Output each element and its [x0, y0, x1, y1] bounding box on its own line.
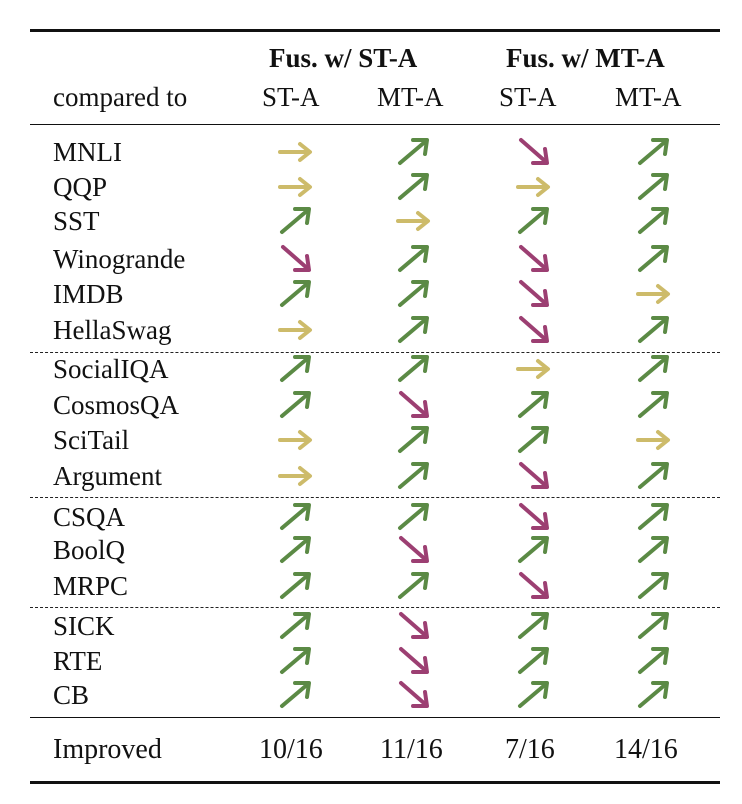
- task-label: BoolQ: [53, 535, 126, 565]
- trend-arrow-up-icon: [638, 462, 669, 489]
- improved-count: 10/16: [259, 734, 323, 765]
- trend-arrow-up-icon: [638, 391, 669, 418]
- task-label: MNLI: [53, 137, 122, 167]
- trend-arrow-up-icon: [638, 355, 669, 382]
- trend-arrow-right-icon: [278, 142, 312, 162]
- task-label: MRPC: [53, 571, 129, 601]
- trend-arrow-right-icon: [636, 284, 670, 304]
- group-header-fus-mt-a: Fus. w/ MT-A: [506, 43, 665, 73]
- trend-arrow-up-icon: [518, 426, 549, 453]
- bottom-rule: [30, 781, 720, 784]
- trend-arrow-down-icon: [519, 462, 549, 489]
- trend-arrow-up-icon: [638, 138, 669, 165]
- subcolumn-header: MT-A: [615, 82, 682, 112]
- trend-arrow-up-icon: [398, 245, 429, 272]
- improved-count: 7/16: [505, 734, 555, 765]
- trend-arrow-up-icon: [518, 391, 549, 418]
- trend-arrow-up-icon: [280, 280, 311, 307]
- trend-arrow-right-icon: [636, 430, 670, 450]
- trend-arrow-up-icon: [398, 316, 429, 343]
- trend-arrow-up-icon: [518, 207, 549, 234]
- trend-arrow-up-icon: [398, 173, 429, 200]
- task-label: HellaSwag: [53, 315, 172, 345]
- trend-arrow-up-icon: [518, 647, 549, 674]
- task-label: QQP: [53, 172, 108, 202]
- trend-arrow-down-icon: [519, 316, 549, 343]
- task-label: IMDB: [53, 279, 124, 309]
- trend-arrow-up-icon: [280, 536, 311, 563]
- trend-arrow-up-icon: [398, 462, 429, 489]
- task-label: SciTail: [53, 425, 130, 455]
- improved-count: 14/16: [614, 734, 678, 765]
- task-label: Winogrande: [53, 244, 186, 274]
- group-divider: [30, 607, 720, 608]
- trend-arrow-down-icon: [399, 612, 429, 639]
- trend-arrow-up-icon: [638, 572, 669, 599]
- group-divider: [30, 352, 720, 353]
- footer-rule: [30, 717, 720, 719]
- task-label: SICK: [53, 611, 115, 641]
- trend-arrow-down-icon: [399, 391, 429, 418]
- footer-label: Improved: [53, 734, 162, 765]
- trend-arrow-down-icon: [519, 138, 549, 165]
- subcolumn-header: MT-A: [377, 82, 444, 112]
- trend-arrow-up-icon: [638, 681, 669, 708]
- trend-arrow-up-icon: [280, 681, 311, 708]
- trend-arrow-down-icon: [519, 503, 549, 530]
- header-rule: [30, 124, 720, 126]
- trend-arrow-up-icon: [398, 426, 429, 453]
- trend-arrow-up-icon: [518, 612, 549, 639]
- trend-arrow-down-icon: [281, 245, 311, 272]
- top-rule: [30, 29, 720, 32]
- trend-arrow-up-icon: [398, 138, 429, 165]
- trend-arrow-up-icon: [398, 503, 429, 530]
- trend-arrow-up-icon: [518, 681, 549, 708]
- task-label: RTE: [53, 646, 103, 676]
- improved-count: 11/16: [380, 734, 443, 765]
- trend-arrow-down-icon: [399, 681, 429, 708]
- trend-arrow-up-icon: [638, 316, 669, 343]
- subcolumn-header: ST-A: [262, 82, 320, 112]
- trend-arrow-right-icon: [278, 177, 312, 197]
- trend-arrow-down-icon: [519, 245, 549, 272]
- trend-arrow-up-icon: [638, 503, 669, 530]
- task-label: CosmosQA: [53, 390, 180, 420]
- trend-arrow-right-icon: [396, 211, 430, 231]
- group-header-fus-st-a: Fus. w/ ST-A: [269, 43, 418, 73]
- trend-arrow-up-icon: [638, 536, 669, 563]
- trend-arrow-up-icon: [638, 612, 669, 639]
- task-label: Argument: [53, 461, 162, 491]
- task-label: CB: [53, 680, 90, 710]
- trend-arrow-up-icon: [280, 572, 311, 599]
- trend-arrow-down-icon: [519, 572, 549, 599]
- trend-arrow-up-icon: [280, 207, 311, 234]
- trend-arrow-up-icon: [638, 647, 669, 674]
- subcolumn-header: ST-A: [499, 82, 557, 112]
- trend-arrow-down-icon: [399, 647, 429, 674]
- trend-arrow-down-icon: [519, 280, 549, 307]
- task-label: SST: [53, 206, 100, 236]
- trend-arrow-up-icon: [398, 355, 429, 382]
- trend-arrow-up-icon: [280, 355, 311, 382]
- trend-arrow-right-icon: [516, 177, 550, 197]
- task-label: CSQA: [53, 502, 126, 532]
- trend-arrow-right-icon: [516, 359, 550, 379]
- trend-arrow-up-icon: [518, 536, 549, 563]
- trend-arrow-up-icon: [280, 391, 311, 418]
- task-label: SocialIQA: [53, 354, 169, 384]
- trend-arrow-right-icon: [278, 320, 312, 340]
- trend-arrow-down-icon: [399, 536, 429, 563]
- group-divider: [30, 497, 720, 498]
- trend-arrow-up-icon: [398, 572, 429, 599]
- trend-arrow-up-icon: [280, 503, 311, 530]
- trend-arrow-up-icon: [638, 173, 669, 200]
- row-label-header: compared to: [53, 82, 188, 112]
- trend-arrow-up-icon: [398, 280, 429, 307]
- trend-arrow-right-icon: [278, 466, 312, 486]
- trend-arrow-right-icon: [278, 430, 312, 450]
- trend-arrow-up-icon: [280, 647, 311, 674]
- trend-arrow-up-icon: [638, 207, 669, 234]
- trend-arrow-up-icon: [638, 245, 669, 272]
- trend-arrow-up-icon: [280, 612, 311, 639]
